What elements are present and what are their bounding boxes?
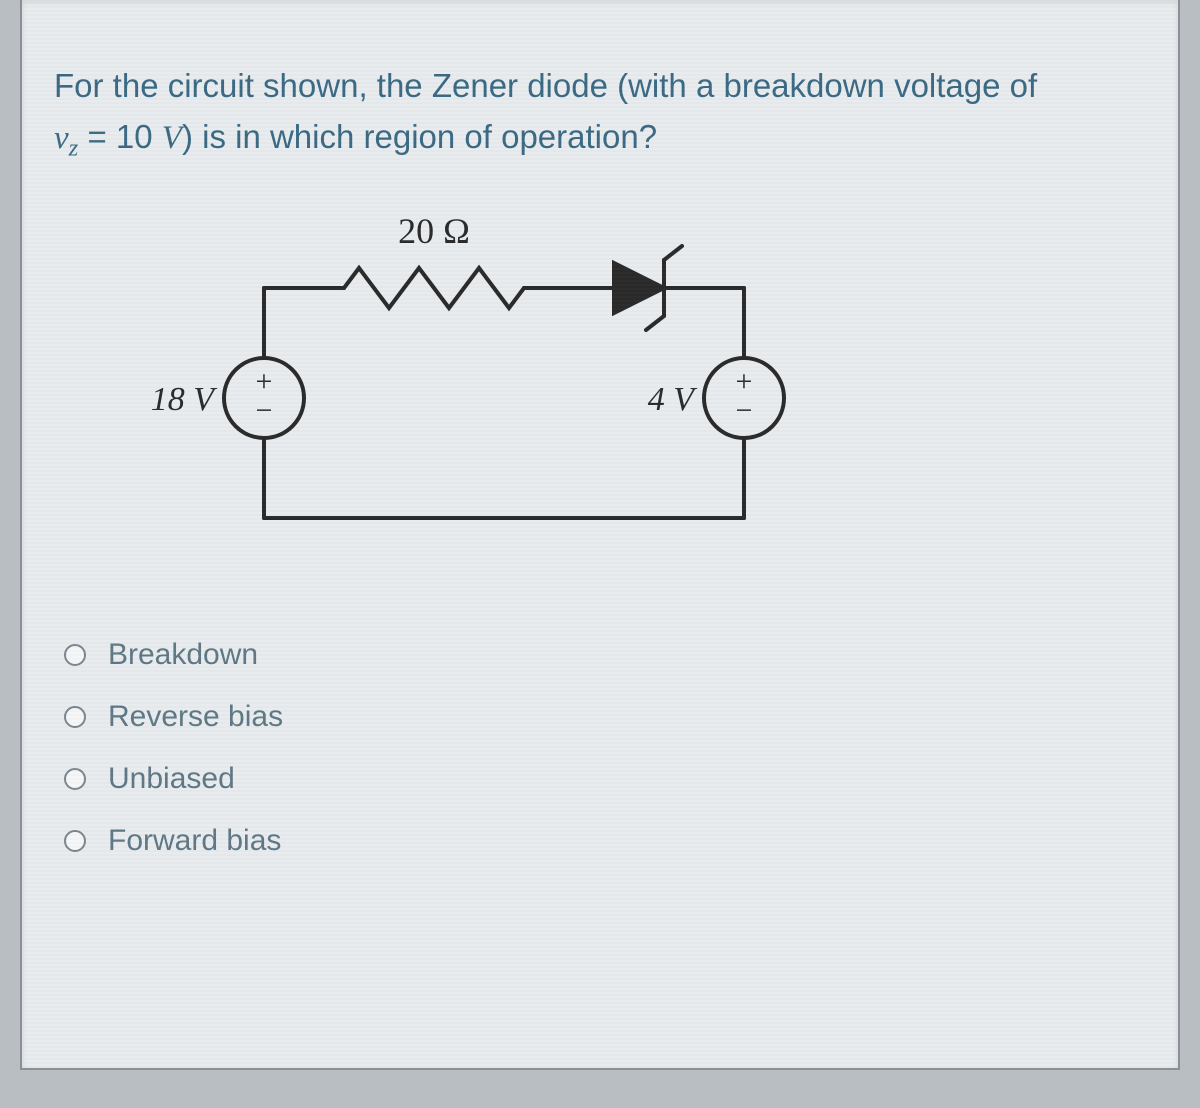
left-source-label: 18 V: [151, 381, 219, 418]
radio-icon: [64, 644, 86, 666]
option-reverse-bias[interactable]: Reverse bias: [64, 700, 1146, 734]
question-text: For the circuit shown, the Zener diode (…: [54, 60, 1146, 168]
vz-var: v: [54, 120, 69, 156]
option-label: Reverse bias: [108, 700, 283, 734]
radio-icon: [64, 706, 86, 728]
radio-icon: [64, 768, 86, 790]
right-source-minus: −: [736, 394, 753, 427]
option-unbiased[interactable]: Unbiased: [64, 762, 1146, 796]
right-voltage-source: + −: [704, 358, 784, 438]
right-source-label: 4 V: [648, 381, 699, 418]
question-line1: For the circuit shown, the Zener diode (…: [54, 67, 1037, 104]
radio-icon: [64, 830, 86, 852]
option-forward-bias[interactable]: Forward bias: [64, 824, 1146, 858]
options-list: Breakdown Reverse bias Unbiased Forward …: [64, 638, 1146, 858]
resistor-label: 20 Ω: [398, 211, 470, 251]
vz-eq: =: [78, 118, 116, 155]
left-source-minus: −: [256, 394, 273, 427]
option-label: Forward bias: [108, 824, 281, 858]
option-breakdown[interactable]: Breakdown: [64, 638, 1146, 672]
question-line2: ) is in which region of operation?: [182, 118, 657, 155]
circuit-diagram: + − 18 V + − 4 V 20 Ω: [144, 198, 864, 578]
vz-unit: V: [162, 120, 182, 156]
question-card: For the circuit shown, the Zener diode (…: [20, 0, 1180, 1070]
option-label: Unbiased: [108, 762, 235, 796]
vz-sub: z: [69, 135, 79, 162]
vz-value: 10: [116, 118, 162, 155]
option-label: Breakdown: [108, 638, 258, 672]
left-voltage-source: + −: [224, 358, 304, 438]
